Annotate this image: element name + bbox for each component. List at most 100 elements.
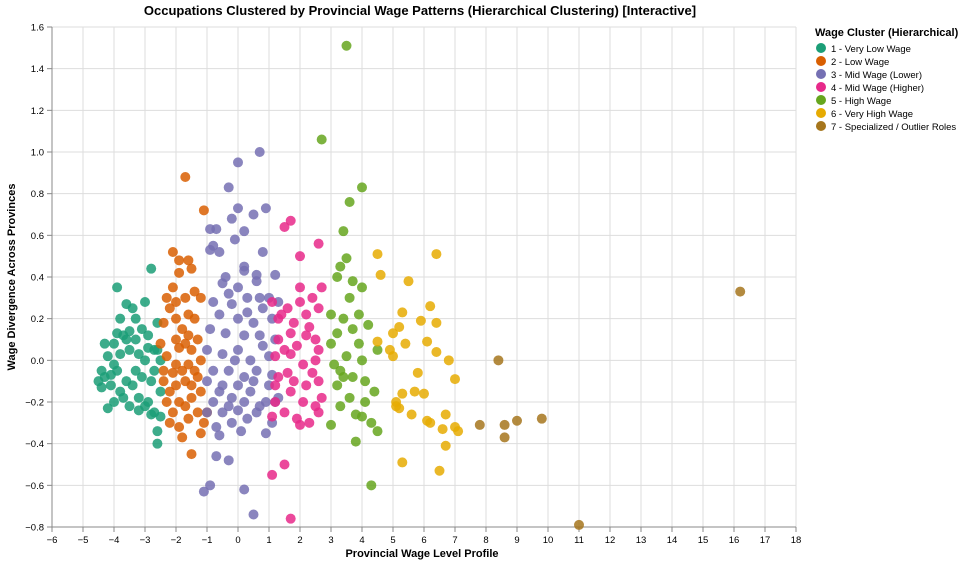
data-point[interactable]: 4 - Mid Wage (Higher) (1.2, 0.02): [270, 351, 281, 362]
data-point[interactable]: 4 - Mid Wage (Higher) (1.9, 0.07): [291, 340, 302, 351]
data-point[interactable]: 4 - Mid Wage (Higher) (2.1, -0.2): [298, 397, 309, 407]
data-point[interactable]: 3 - Mid Wage (Lower) (0.4, -0.15): [245, 386, 256, 397]
data-point[interactable]: 5 - High Wage (3.8, -0.39): [350, 436, 361, 447]
data-point[interactable]: 3 - Mid Wage (Lower) (0, 0.05): [233, 344, 243, 355]
data-point[interactable]: 2 - Low Wage (-2, -0.02): [171, 359, 181, 370]
data-point[interactable]: 3 - Mid Wage (Lower) (-0.7, -0.46): [211, 451, 222, 462]
data-point[interactable]: 2 - Low Wage (-1.1, 0.72): [198, 205, 209, 216]
data-point[interactable]: 7 - Specialized / Outlier Roles (8.6, -0…: [499, 419, 510, 430]
data-point[interactable]: 1 - Very Low Wage (-4.3, 0.08): [99, 338, 110, 349]
data-point[interactable]: 6 - Very High Wage (5.3, -0.16): [397, 388, 408, 399]
legend-item[interactable]: 5 - High Wage: [816, 95, 891, 107]
data-point[interactable]: 6 - Very High Wage (6.4, 0.04): [431, 347, 442, 357]
legend-item[interactable]: 2 - Low Wage: [816, 56, 889, 68]
data-point[interactable]: 4 - Mid Wage (Higher) (1.5, 0.64): [279, 222, 290, 232]
data-point[interactable]: 3 - Mid Wage (Lower) (0.2, -0.08): [239, 372, 250, 382]
data-point[interactable]: 3 - Mid Wage (Lower) (-0.6, -0.36): [214, 430, 225, 441]
data-point[interactable]: 3 - Mid Wage (Lower) (-0.9, 0.15): [205, 324, 216, 335]
data-point[interactable]: 3 - Mid Wage (Lower) (0, 0.95): [233, 157, 243, 168]
data-point[interactable]: 2 - Low Wage (-1.7, 0.88): [180, 172, 191, 182]
data-point[interactable]: 1 - Very Low Wage (-3.3, -0.05): [130, 365, 141, 376]
data-point[interactable]: 5 - High Wage (3.4, 0.62): [338, 226, 349, 237]
legend-item[interactable]: 7 - Specialized / Outlier Roles: [816, 121, 956, 133]
data-point[interactable]: 2 - Low Wage (-1.7, 0.3): [180, 292, 191, 303]
data-point[interactable]: 4 - Mid Wage (Higher) (2, 0.28): [295, 297, 305, 307]
data-point[interactable]: 3 - Mid Wage (Lower) (0.1, -0.34): [236, 426, 247, 437]
data-point[interactable]: 2 - Low Wage (-2.4, -0.1): [158, 376, 169, 387]
data-point[interactable]: 2 - Low Wage (-1.8, 0.15): [177, 324, 188, 335]
data-point[interactable]: 7 - Specialized / Outlier Roles (16.2, 0…: [735, 286, 746, 297]
data-point[interactable]: 2 - Low Wage (-2.2, 0.25): [164, 303, 175, 314]
data-point[interactable]: 7 - Specialized / Outlier Roles (9, -0.2…: [512, 415, 522, 426]
data-point[interactable]: 1 - Very Low Wage (-3.3, 0.2): [130, 313, 141, 324]
data-point[interactable]: 2 - Low Wage (-2.1, -0.25): [167, 407, 178, 418]
data-point[interactable]: 2 - Low Wage (-1.5, -0.18): [186, 392, 197, 403]
data-point[interactable]: 3 - Mid Wage (Lower) (-0.6, 0.22): [214, 309, 225, 320]
data-point[interactable]: 4 - Mid Wage (Higher) (2.3, 0.16): [304, 322, 315, 332]
data-point[interactable]: 1 - Very Low Wage (-4.1, -0.12): [105, 380, 116, 391]
data-point[interactable]: 3 - Mid Wage (Lower) (0.7, 1): [254, 147, 265, 157]
data-point[interactable]: 4 - Mid Wage (Higher) (1.7, 0.67): [285, 215, 296, 226]
data-point[interactable]: 5 - High Wage (4.5, 0.05): [372, 344, 383, 355]
data-point[interactable]: 4 - Mid Wage (Higher) (1.5, -0.25): [279, 407, 290, 418]
data-point[interactable]: 5 - High Wage (3.2, 0.13): [332, 328, 343, 339]
data-point[interactable]: 5 - High Wage (3.6, -0.18): [344, 392, 355, 403]
data-point[interactable]: 2 - Low Wage (-1.4, 0.33): [189, 286, 200, 297]
data-point[interactable]: 2 - Low Wage (-2.2, -0.15): [164, 386, 175, 397]
data-point[interactable]: 2 - Low Wage (-1.1, -0.3): [198, 417, 209, 428]
data-point[interactable]: 6 - Very High Wage (6.2, 0.26): [425, 301, 436, 312]
data-point[interactable]: 5 - High Wage (4.1, -0.2): [360, 397, 371, 407]
data-point[interactable]: 1 - Very Low Wage (-3.2, 0.03): [133, 349, 144, 360]
data-point[interactable]: 3 - Mid Wage (Lower) (0.3, -0.28): [242, 413, 253, 424]
data-point[interactable]: 6 - Very High Wage (5.2, 0.16): [394, 322, 405, 332]
data-point[interactable]: 6 - Very High Wage (7, -0.09): [450, 374, 460, 385]
data-point[interactable]: 3 - Mid Wage (Lower) (-0.2, -0.18): [226, 392, 237, 403]
data-point[interactable]: 3 - Mid Wage (Lower) (-0.3, 0.83): [223, 182, 234, 193]
data-point[interactable]: 3 - Mid Wage (Lower) (-1, 0.05): [202, 344, 212, 355]
data-point[interactable]: 3 - Mid Wage (Lower) (-0.9, 0.53): [205, 244, 216, 255]
data-point[interactable]: 4 - Mid Wage (Higher) (2.7, 0.35): [316, 282, 327, 293]
data-point[interactable]: 4 - Mid Wage (Higher) (2.2, 0.22): [301, 309, 312, 320]
data-point[interactable]: 4 - Mid Wage (Higher) (2, -0.31): [295, 419, 305, 430]
data-point[interactable]: 6 - Very High Wage (4.9, 0.05): [384, 344, 395, 355]
data-point[interactable]: 6 - Very High Wage (6.4, 0.51): [431, 249, 442, 260]
data-point[interactable]: 5 - High Wage (3, 0.22): [326, 309, 336, 320]
data-point[interactable]: 4 - Mid Wage (Higher) (2.5, 0): [310, 355, 321, 366]
data-point[interactable]: 5 - High Wage (2.7, 1.06): [316, 134, 327, 145]
data-point[interactable]: 5 - High Wage (3, 0.08): [326, 338, 336, 349]
data-point[interactable]: 2 - Low Wage (-1.8, -0.37): [177, 432, 188, 443]
data-point[interactable]: 6 - Very High Wage (5, 0.13): [388, 328, 398, 339]
data-point[interactable]: 1 - Very Low Wage (-3.8, 0.2): [115, 313, 126, 324]
data-point[interactable]: 4 - Mid Wage (Higher) (1.6, -0.06): [282, 367, 293, 378]
data-point[interactable]: 3 - Mid Wage (Lower) (0.8, 0.52): [257, 247, 268, 257]
data-point[interactable]: 3 - Mid Wage (Lower) (0.8, 0.07): [257, 340, 268, 351]
data-point[interactable]: 1 - Very Low Wage (-2.9, 0.06): [143, 342, 154, 353]
data-point[interactable]: 4 - Mid Wage (Higher) (1.1, 0.28): [267, 297, 278, 307]
data-point[interactable]: 4 - Mid Wage (Higher) (2.7, -0.18): [316, 392, 327, 403]
data-point[interactable]: 3 - Mid Wage (Lower) (0.8, 0.25): [257, 303, 268, 314]
data-point[interactable]: 3 - Mid Wage (Lower) (-0.7, -0.32): [211, 422, 222, 432]
data-point[interactable]: 1 - Very Low Wage (-3.5, 0.05): [124, 344, 135, 355]
data-point[interactable]: 2 - Low Wage (-1.3, 0.1): [192, 334, 203, 345]
data-point[interactable]: 7 - Specialized / Outlier Roles (7.8, -0…: [474, 419, 485, 430]
data-point[interactable]: 3 - Mid Wage (Lower) (0.2, 0.12): [239, 330, 250, 341]
data-point[interactable]: 4 - Mid Wage (Higher) (2.6, -0.25): [313, 407, 324, 418]
data-point[interactable]: 4 - Mid Wage (Higher) (1.5, 0.05): [279, 344, 290, 355]
data-point[interactable]: 2 - Low Wage (-1.9, 0.42): [174, 267, 185, 278]
data-point[interactable]: 1 - Very Low Wage (-4.2, -0.23): [102, 403, 113, 414]
data-point[interactable]: 2 - Low Wage (-1.6, 0.12): [183, 330, 194, 341]
data-point[interactable]: 1 - Very Low Wage (-2.7, -0.05): [149, 365, 160, 376]
data-point[interactable]: 4 - Mid Wage (Higher) (1.7, -0.15): [285, 386, 296, 397]
data-point[interactable]: 2 - Low Wage (-1.6, -0.02): [183, 359, 194, 370]
data-point[interactable]: 3 - Mid Wage (Lower) (-0.1, 0): [229, 355, 240, 366]
data-point[interactable]: 6 - Very High Wage (6, -0.16): [419, 388, 429, 399]
data-point[interactable]: 6 - Very High Wage (5.6, -0.26): [406, 409, 417, 420]
data-point[interactable]: 1 - Very Low Wage (-3.5, 0.14): [124, 326, 135, 337]
data-point[interactable]: 5 - High Wage (3.2, 0.4): [332, 272, 343, 282]
data-point[interactable]: 3 - Mid Wage (Lower) (-0.5, 0.03): [217, 349, 228, 360]
data-point[interactable]: 5 - High Wage (3.6, 0.76): [344, 197, 355, 207]
data-point[interactable]: 3 - Mid Wage (Lower) (-1, -0.25): [202, 407, 212, 418]
data-point[interactable]: 2 - Low Wage (-2.3, -0.2): [161, 397, 172, 407]
data-point[interactable]: 3 - Mid Wage (Lower) (0.7, 0.3): [254, 292, 265, 303]
data-point[interactable]: 2 - Low Wage (-2.4, -0.05): [158, 365, 169, 376]
